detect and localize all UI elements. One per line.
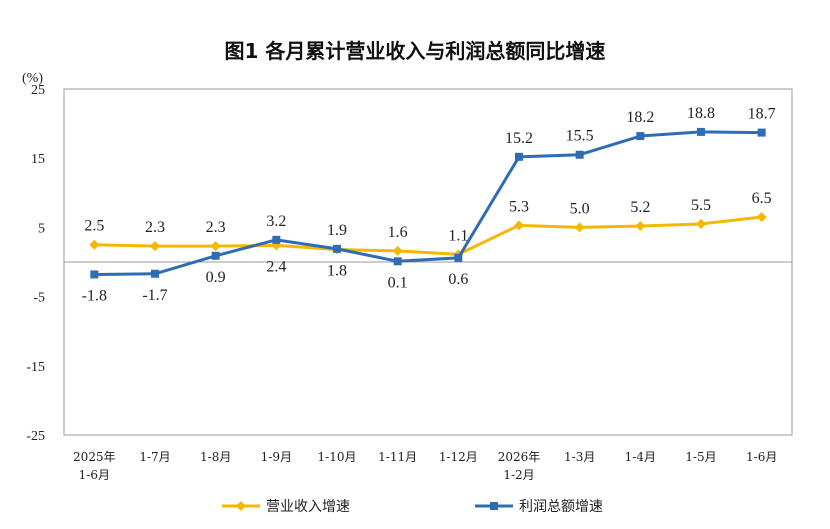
data-label: 0.1 [388,274,408,291]
x-tick-label: 1-8月 [200,450,231,464]
series-0-point [756,212,767,223]
y-tick-label: -25 [26,429,45,444]
data-label: 1.1 [448,227,468,244]
series-0-point [150,241,160,252]
data-label: 2.3 [145,219,165,236]
series-1-point [151,269,159,278]
series-1-point [757,128,766,137]
data-label: -1.7 [142,287,167,304]
series-0-point [635,221,646,232]
series-0-point [210,241,221,252]
data-label: 18.8 [687,105,715,122]
series-1-point [333,244,341,253]
series-0-point [574,222,585,233]
series-0-point [514,220,524,231]
series-1-point [393,257,402,266]
x-tick-label: 1-12月 [439,450,478,464]
data-label: -1.8 [82,287,107,304]
data-label: 15.5 [566,128,594,145]
data-label: 2.3 [206,219,226,236]
series-1-point [515,152,523,161]
y-tick-label: 5 [38,221,45,236]
data-label: 6.5 [752,190,772,207]
series-line-1 [94,130,762,276]
series-1-point [211,251,220,260]
series-line-0 [94,215,762,256]
x-tick-label: 1-9月 [261,450,292,464]
series-0-point [89,239,100,250]
series-1-point [636,132,645,141]
x-tick-label: 2026年 [498,450,541,464]
legend-marker-0 [236,501,246,511]
data-label: 5.2 [630,199,650,216]
data-label: 5.5 [691,197,711,214]
legend-label-1: 利润总额增速 [519,499,603,515]
series-1-point [454,253,463,262]
data-label: 15.2 [505,130,533,147]
x-tick-label: 1-5月 [685,450,716,464]
y-axis-unit: (%) [22,71,43,86]
data-label: 1.9 [327,222,347,239]
x-tick-label: 1-7月 [139,450,170,464]
y-tick-label: -15 [26,360,45,375]
data-label: 2.4 [266,258,286,275]
data-label: 0.6 [448,271,468,288]
x-tick-label: 1-6月 [79,468,110,482]
series-0-point [696,218,706,229]
y-tick-label: -5 [33,291,45,306]
series-1-point [272,235,281,244]
data-label: 0.9 [206,269,226,286]
x-axis-ticks: 2025年 1-6月 1-7月 1-8月 1-9月 1-10月 1-11月 1-12月 2026… [73,450,777,482]
y-tick-label: 15 [31,152,45,167]
series-0-point [392,245,403,256]
series-1-point [697,127,705,136]
legend-label-0: 营业收入增速 [266,499,350,515]
x-tick-label: 1-10月 [318,450,357,464]
x-tick-label: 1-6月 [746,450,777,464]
legend: 营业收入增速 利润总额增速 [222,499,603,515]
series-layer [89,127,767,279]
x-tick-label: 1-11月 [378,450,417,464]
data-label: 18.7 [748,106,776,123]
data-label: 18.2 [626,109,654,126]
data-label: 5.3 [509,198,529,215]
data-label: 5.0 [570,200,590,217]
x-tick-label: 1-3月 [564,450,595,464]
series-1-point [575,150,584,159]
x-tick-label: 1-4月 [625,450,656,464]
chart-title: 图1 各月累计营业收入与利润总额同比增速 [225,39,606,63]
x-tick-label: 2025年 [73,450,116,464]
data-labels: 2.5 2.3 2.3 2.4 1.8 1.6 1.1 5.3 5.0 5.2 5.5 6.5 -1.8… [82,105,776,305]
y-tick-label: 25 [31,83,45,98]
legend-marker-1 [490,502,498,510]
data-label: 2.5 [84,218,104,235]
data-label: 3.2 [266,213,286,230]
data-label: 1.6 [388,224,408,241]
data-label: 1.8 [327,263,347,280]
series-1-point [90,270,99,279]
y-axis-ticks: 25 15 5 -5 -15 -25 [26,83,45,444]
x-tick-label: 1-2月 [503,468,534,482]
